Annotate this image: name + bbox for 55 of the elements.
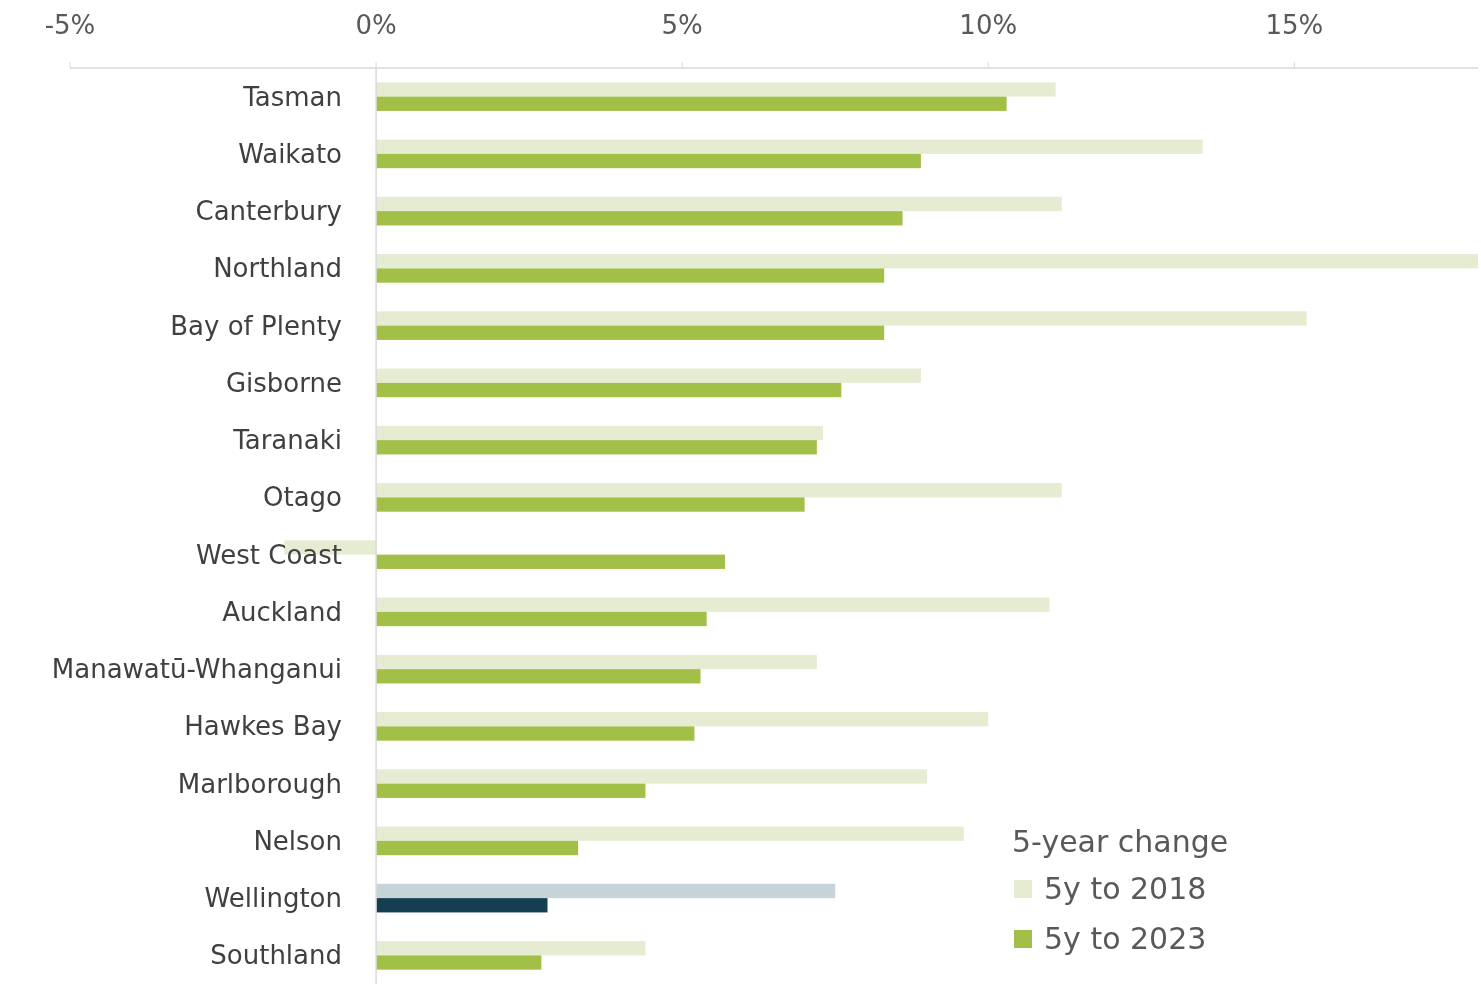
bar — [376, 196, 1062, 212]
bar — [376, 611, 707, 627]
bar — [376, 726, 695, 741]
bar — [376, 840, 579, 856]
y-tick-label: Gisborne — [225, 367, 342, 398]
bar — [376, 211, 903, 226]
bar — [376, 597, 1050, 612]
legend-label: 5y to 2023 — [1044, 921, 1207, 956]
legend-label: 5y to 2018 — [1044, 871, 1207, 906]
bar — [376, 783, 646, 798]
bar — [376, 483, 1062, 498]
y-tick-label: Wellington — [204, 883, 342, 914]
x-tick-label: 0% — [355, 10, 397, 40]
y-tick-label: Tasman — [242, 81, 342, 112]
x-tick-label: 15% — [1265, 10, 1324, 40]
x-tick-label: 10% — [959, 10, 1018, 40]
bar — [376, 712, 989, 727]
bar — [376, 769, 928, 784]
bar — [376, 425, 823, 441]
y-tick-label: Canterbury — [195, 196, 342, 227]
bar — [376, 883, 836, 899]
y-tick-label: Manawatū-Whanganui — [51, 654, 342, 685]
bar — [376, 82, 1056, 97]
y-tick-label: Taranaki — [232, 425, 342, 456]
bar — [376, 955, 542, 970]
bar — [376, 554, 726, 569]
bar — [376, 368, 921, 383]
bar — [376, 254, 1478, 269]
y-tick-label: Nelson — [253, 825, 342, 856]
y-tick-label: Auckland — [222, 596, 342, 627]
y-tick-label: Southland — [210, 940, 342, 971]
bar — [376, 96, 1007, 111]
y-tick-label: Bay of Plenty — [170, 310, 342, 341]
y-tick-label: Marlborough — [177, 768, 342, 799]
bar — [376, 139, 1203, 154]
bar — [376, 268, 885, 283]
bar — [376, 826, 964, 841]
bar — [376, 654, 817, 670]
bar — [376, 325, 885, 340]
y-tick-label: West Coast — [196, 539, 342, 570]
bar — [376, 497, 805, 512]
y-tick-label: Otago — [262, 482, 342, 513]
bar — [376, 941, 646, 956]
y-tick-label: Hawkes Bay — [184, 711, 342, 742]
x-tick-label: 5% — [661, 10, 703, 40]
y-tick-label: Waikato — [238, 138, 342, 169]
x-tick-label: -5% — [44, 10, 96, 40]
y-tick-label: Northland — [213, 253, 342, 284]
bar — [376, 311, 1307, 326]
bar — [376, 382, 842, 398]
bar — [376, 898, 548, 913]
bar — [376, 669, 701, 684]
bar — [376, 153, 921, 169]
bar — [376, 440, 817, 455]
legend-title: 5-year change — [1012, 824, 1229, 859]
